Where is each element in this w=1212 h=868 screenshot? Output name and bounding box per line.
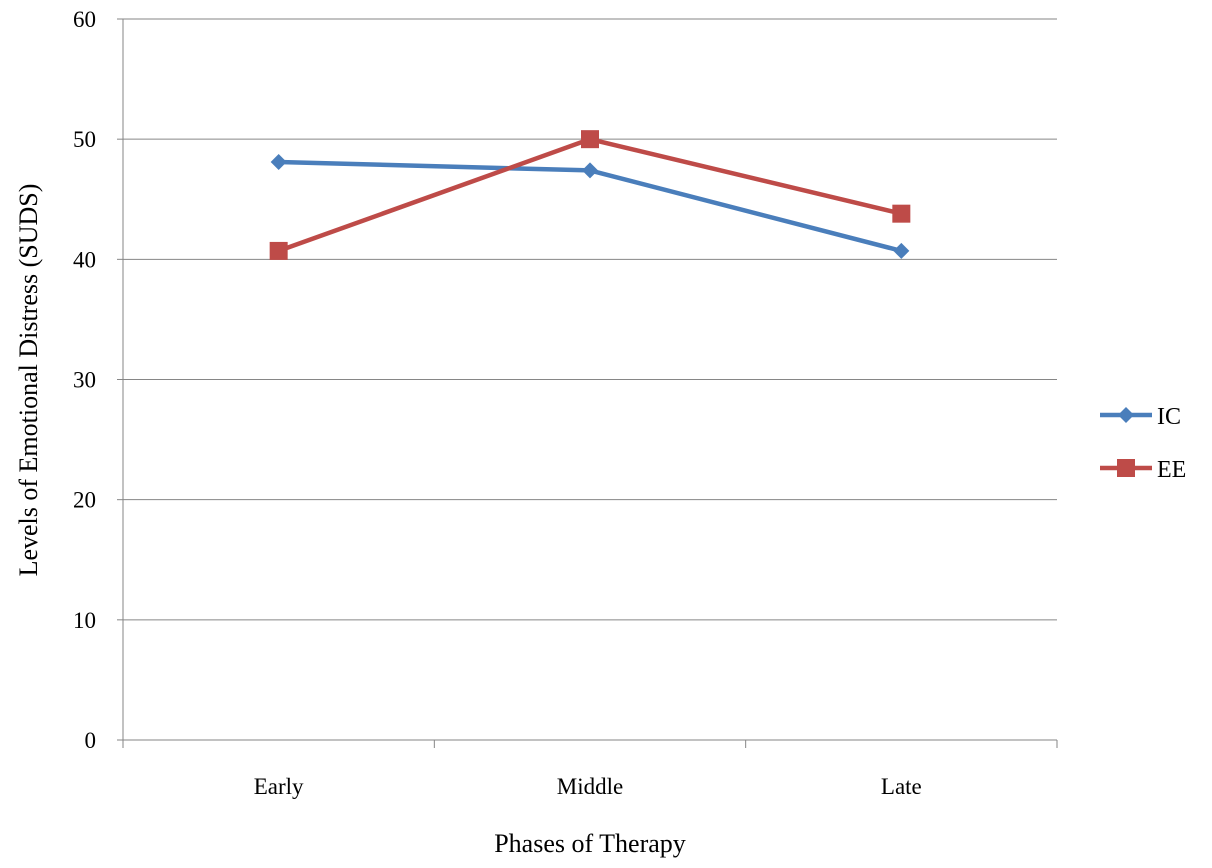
y-tick-label: 10 bbox=[73, 608, 96, 633]
legend: IC EE bbox=[1100, 404, 1186, 483]
y-tick-label: 0 bbox=[85, 728, 97, 753]
x-axis-title: Phases of Therapy bbox=[494, 829, 686, 858]
series-ic bbox=[270, 153, 910, 259]
series-ee bbox=[269, 130, 911, 260]
x-tick-label: Early bbox=[254, 774, 304, 799]
data-point-diamond bbox=[582, 162, 598, 179]
legend-label: IC bbox=[1157, 404, 1181, 430]
y-tick-label: 20 bbox=[73, 488, 96, 513]
series-group bbox=[269, 130, 911, 260]
axes bbox=[117, 18, 1058, 748]
data-point-square bbox=[892, 204, 911, 223]
data-point-square bbox=[1117, 459, 1135, 477]
y-axis-title: Levels of Emotional Distress (SUDS) bbox=[14, 184, 43, 577]
data-point-square bbox=[581, 130, 599, 149]
series-line bbox=[276, 136, 904, 254]
tick-labels: 0 10 20 30 40 50 60 Early Middle Late bbox=[73, 7, 922, 799]
x-tick-label: Middle bbox=[557, 774, 623, 799]
data-point-diamond bbox=[270, 153, 287, 170]
legend-item-ee: EE bbox=[1100, 457, 1186, 483]
data-point-square bbox=[269, 241, 288, 260]
data-point-diamond bbox=[1118, 407, 1134, 423]
y-tick-label: 30 bbox=[73, 368, 96, 393]
y-tick-label: 50 bbox=[73, 127, 96, 152]
legend-label: EE bbox=[1157, 457, 1186, 483]
gridlines bbox=[123, 18, 1057, 621]
legend-item-ic: IC bbox=[1100, 404, 1181, 430]
y-tick-label: 40 bbox=[73, 247, 96, 272]
y-tick-label: 60 bbox=[73, 7, 96, 32]
x-tick-label: Late bbox=[881, 774, 922, 799]
data-point-diamond bbox=[893, 242, 910, 259]
